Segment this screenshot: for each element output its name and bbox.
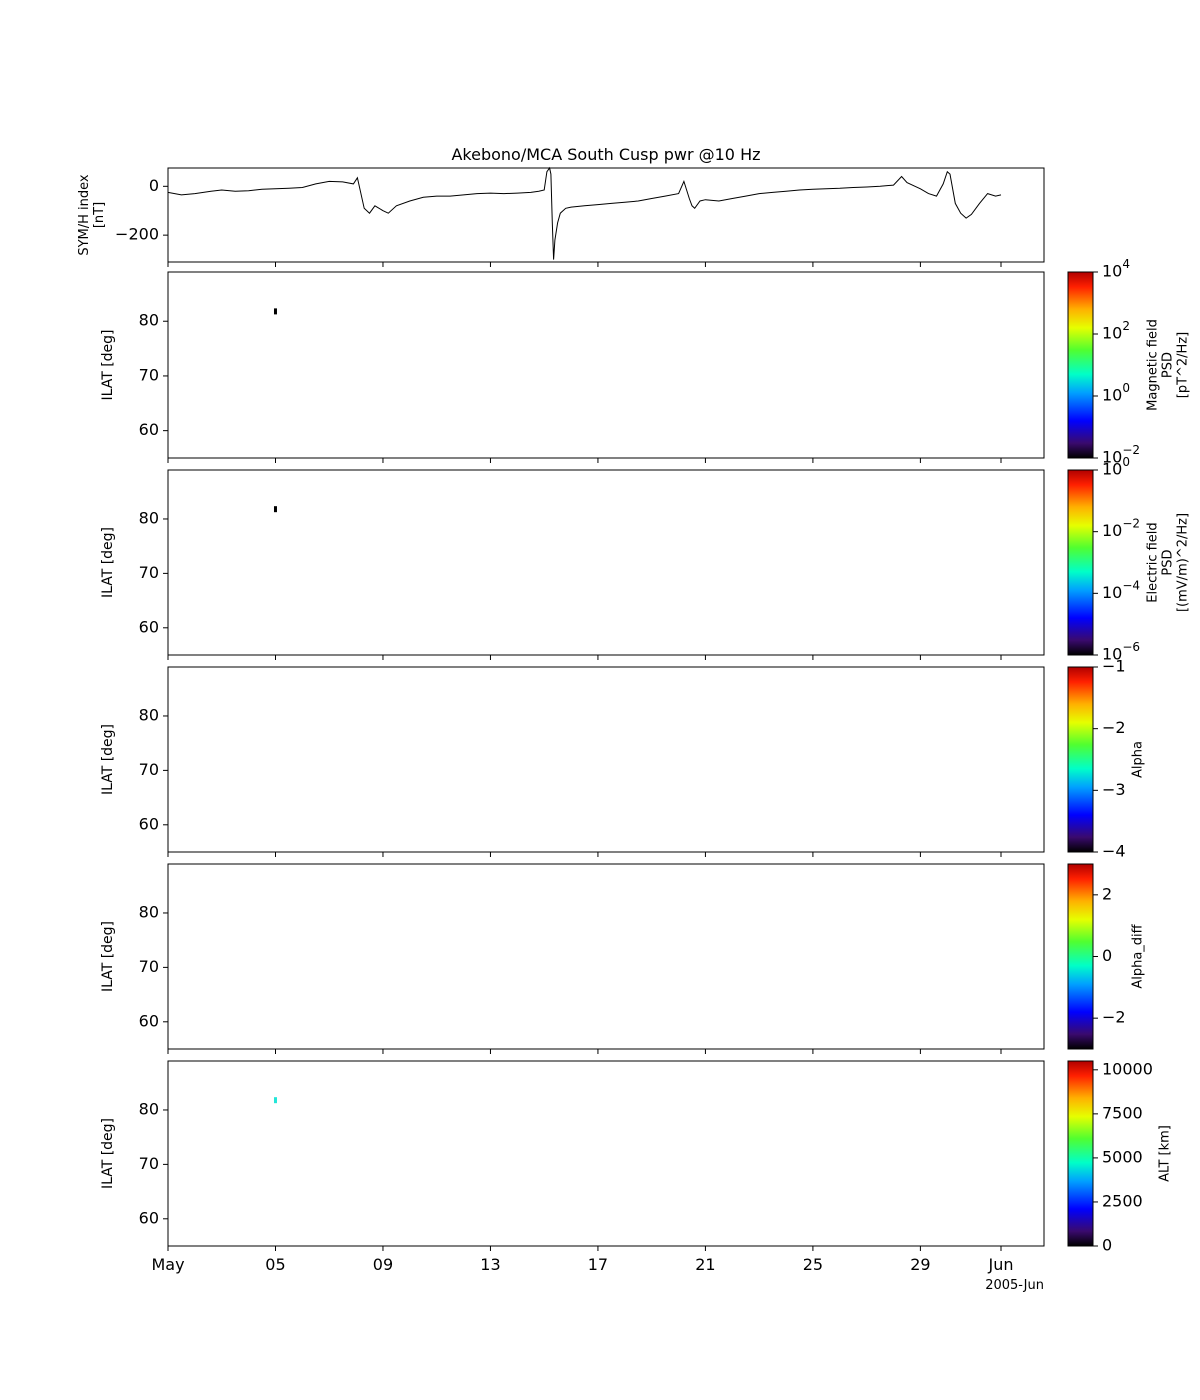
colorbar-tick-label: −1 (1102, 657, 1126, 676)
panel-3-colorbar (1067, 469, 1094, 656)
colorbar-label-line: Magnetic field (1146, 319, 1161, 411)
panel-5-ylabel-line: ILAT [deg] (100, 921, 116, 992)
colorbar-tick-label: −4 (1102, 842, 1126, 861)
panel-1-y-tick-label: −200 (115, 225, 159, 244)
panel-5-y-tick-label: 60 (139, 1011, 159, 1030)
colorbar-label-line: [(mV/m)^2/Hz] (1176, 513, 1191, 612)
panel-3-ylabel: ILAT [deg] (100, 527, 116, 598)
panel-5-y-tick-label: 70 (139, 957, 159, 976)
x-tick-label: 09 (373, 1255, 393, 1274)
colorbar-label-line: [pT^2/Hz] (1176, 332, 1191, 398)
panel-3-y-tick-label: 70 (139, 563, 159, 582)
panel-4-frame (167, 666, 1045, 853)
colorbar-tick-exponent: −2 (1122, 516, 1140, 530)
panel-1-ylabel-line: SYM/H index (77, 174, 92, 256)
colorbar-tick-label: −2 (1102, 1008, 1126, 1027)
panel-1-ylabel: SYM/H index [nT] (77, 174, 107, 256)
panel-6-ylabel-line: ILAT [deg] (100, 1118, 116, 1189)
symh-line (167, 166, 1002, 260)
colorbar-tick-exponent: −6 (1122, 640, 1140, 654)
panel-6-ylabel: ILAT [deg] (100, 1118, 116, 1189)
colorbar-tick-exponent: 0 (1122, 455, 1130, 469)
colorbar-tick-label: −2 (1102, 718, 1126, 737)
panel-5-colorbar-label: Alpha_diff (1131, 923, 1146, 988)
colorbar-tick-label: 102 (1102, 319, 1130, 343)
colorbar-tick-exponent: 0 (1122, 381, 1130, 395)
panel-2-y-tick-label: 80 (139, 311, 159, 330)
colorbar-tick-exponent: 2 (1122, 319, 1130, 333)
colorbar-tick-label: 104 (1102, 257, 1130, 281)
x-tick-label: 17 (588, 1255, 608, 1274)
colorbar-tick-label: 5000 (1102, 1147, 1143, 1166)
panel-2-y-tick-label: 70 (139, 365, 159, 384)
colorbar-tick-exponent: 4 (1122, 257, 1130, 271)
panel-5-ylabel: ILAT [deg] (100, 921, 116, 992)
heatmap-cell (273, 308, 277, 315)
colorbar-tick-label: 10−2 (1102, 516, 1140, 540)
colorbar-tick-label: −3 (1102, 780, 1126, 799)
panel-4-y-tick-label: 70 (139, 760, 159, 779)
panel-5-y-tick-label: 80 (139, 902, 159, 921)
colorbar-tick-exponent: −4 (1122, 578, 1140, 592)
panel-6-y-tick-label: 60 (139, 1208, 159, 1227)
panel-4-ylabel-line: ILAT [deg] (100, 724, 116, 795)
panel-3-frame (167, 469, 1045, 656)
colorbar-label-line: PSD (1161, 352, 1176, 378)
colorbar-label-line: ALT [km] (1158, 1125, 1173, 1182)
colorbar-tick-label: 100 (1102, 381, 1130, 405)
colorbar-tick-label: 7500 (1102, 1103, 1143, 1122)
colorbar-label-line: Alpha (1131, 741, 1146, 778)
panel-1-y-tick-label: 0 (149, 176, 159, 195)
panel-5-colorbar (1067, 863, 1094, 1050)
panel-3-y-tick-label: 60 (139, 617, 159, 636)
panel-6-colorbar (1067, 1060, 1094, 1247)
panel-4-y-tick-label: 80 (139, 705, 159, 724)
panel-2-y-tick-label: 60 (139, 420, 159, 439)
panel-2-ylabel-line: ILAT [deg] (100, 329, 116, 400)
panel-2-ylabel: ILAT [deg] (100, 329, 116, 400)
panel-3-ylabel-line: ILAT [deg] (100, 527, 116, 598)
panel-5-frame (167, 863, 1045, 1050)
panel-6-frame (167, 1060, 1045, 1247)
panel-3-y-tick-label: 80 (139, 508, 159, 527)
chart-title: Akebono/MCA South Cusp pwr @10 Hz (451, 145, 760, 164)
x-tick-label: 29 (910, 1255, 930, 1274)
x-tick-label: Jun (988, 1255, 1014, 1274)
colorbar-tick-exponent: −2 (1122, 443, 1140, 457)
colorbar-tick-label: 10000 (1102, 1059, 1153, 1078)
panel-2-frame (167, 271, 1045, 459)
panel-3-colorbar-label: Electric field PSD [(mV/m)^2/Hz] (1146, 513, 1191, 612)
panel-6-colorbar-label: ALT [km] (1158, 1125, 1173, 1182)
panel-2-colorbar-label: Magnetic field PSD [pT^2/Hz] (1146, 319, 1191, 411)
panel-4-y-tick-label: 60 (139, 814, 159, 833)
colorbar-tick-label: 0 (1102, 1236, 1112, 1255)
colorbar-tick-label: 2 (1102, 884, 1112, 903)
colorbar-label-line: Electric field (1146, 522, 1161, 602)
colorbar-label-line: PSD (1161, 549, 1176, 575)
colorbar-tick-label: 2500 (1102, 1191, 1143, 1210)
colorbar-label-line: Alpha_diff (1131, 923, 1146, 988)
colorbar-tick-label: 10−4 (1102, 578, 1140, 602)
x-tick-label: 05 (265, 1255, 285, 1274)
x-tick-label: 13 (480, 1255, 500, 1274)
heatmap-cell (273, 1097, 277, 1104)
colorbar-tick-label: 0 (1102, 946, 1112, 965)
panel-6-y-tick-label: 70 (139, 1154, 159, 1173)
panel-4-colorbar (1067, 666, 1094, 853)
panel-4-colorbar-label: Alpha (1131, 741, 1146, 778)
x-tick-label: 25 (803, 1255, 823, 1274)
x-axis-year-label: 2005-Jun (985, 1278, 1044, 1293)
panel-4-ylabel: ILAT [deg] (100, 724, 116, 795)
panel-1-ylabel-line: [nT] (92, 202, 107, 228)
heatmap-cell (273, 506, 277, 513)
x-tick-label: May (151, 1255, 184, 1274)
x-tick-label: 21 (695, 1255, 715, 1274)
panel-6-y-tick-label: 80 (139, 1099, 159, 1118)
panel-1-frame (167, 167, 1045, 263)
panel-2-colorbar (1067, 271, 1094, 459)
